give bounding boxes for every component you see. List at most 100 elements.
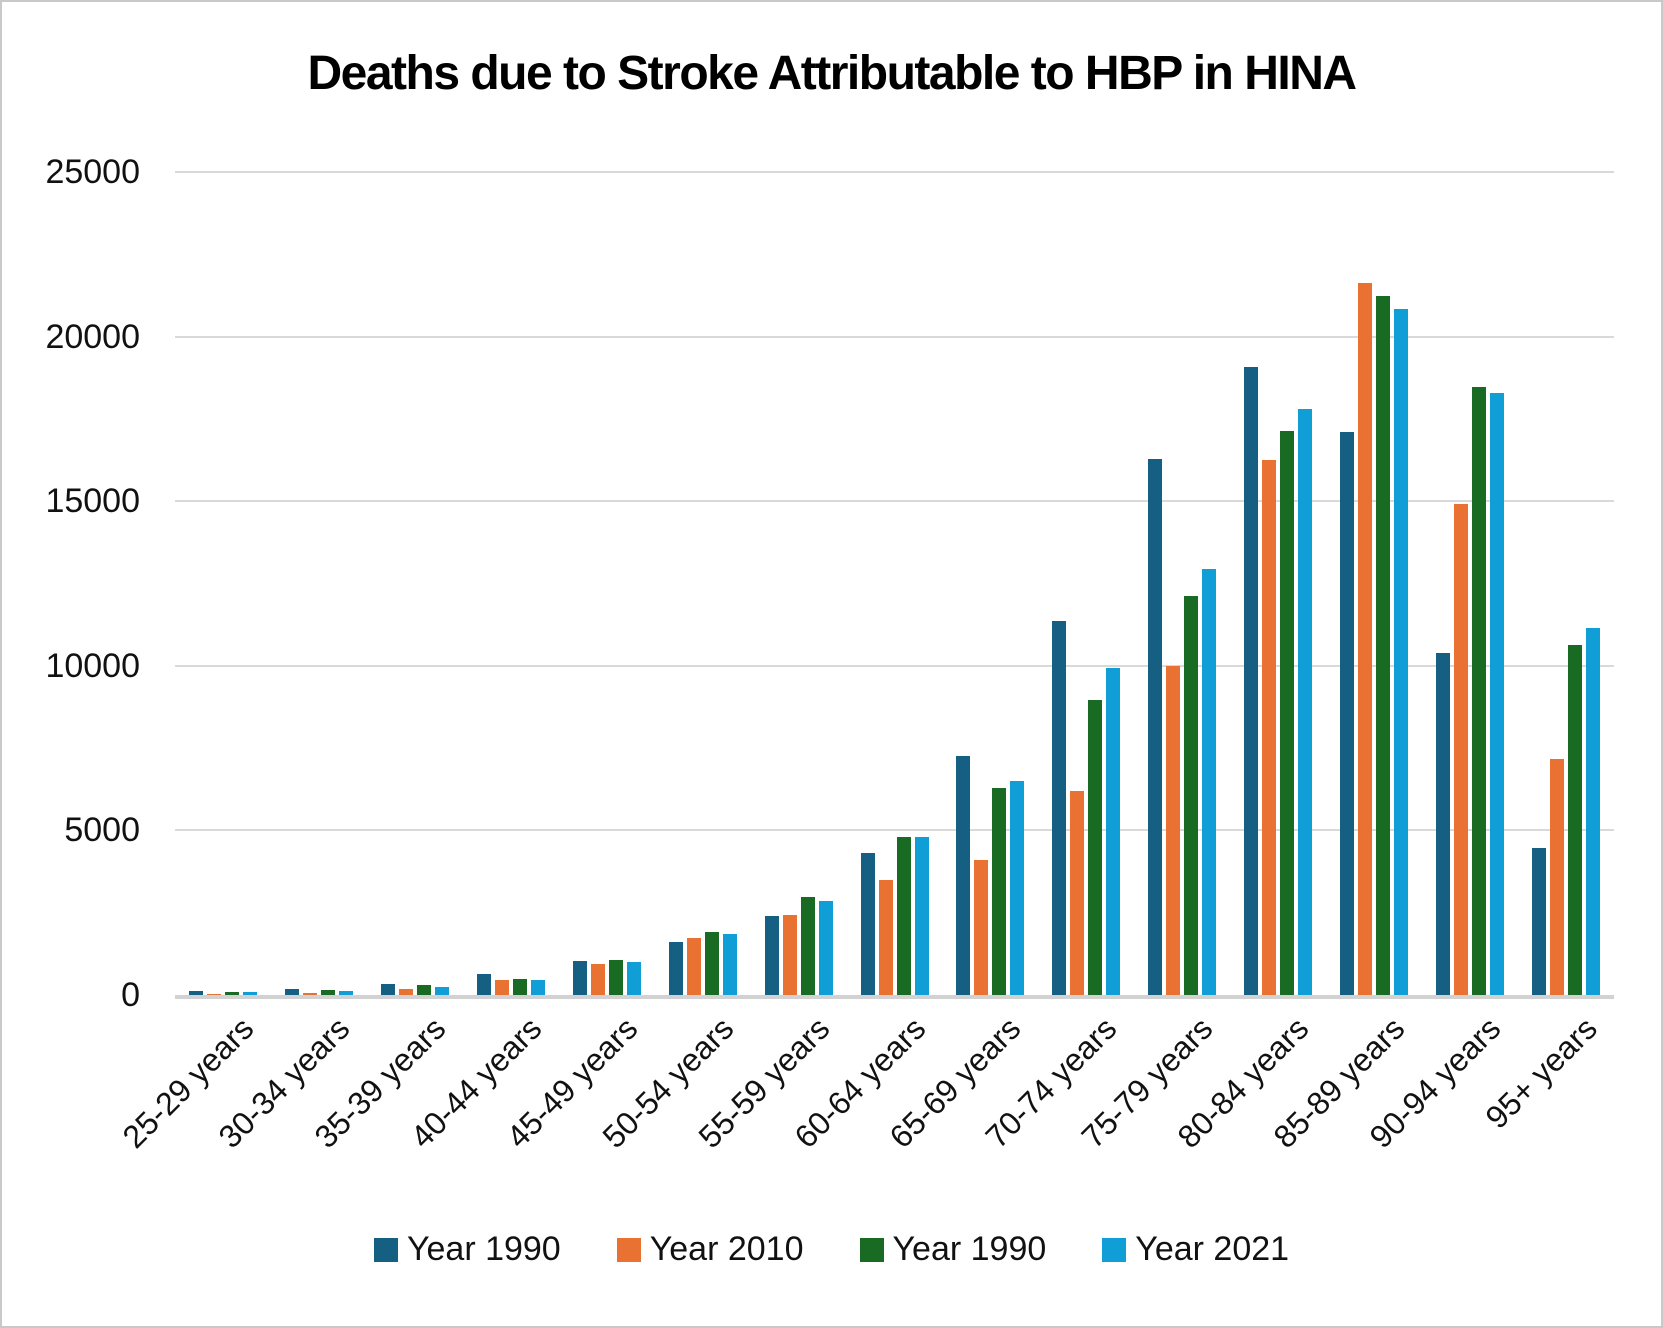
bar — [1052, 621, 1067, 995]
bar — [974, 859, 989, 995]
bar — [1106, 668, 1121, 995]
bar — [284, 989, 299, 995]
bar — [782, 915, 797, 995]
bar — [1490, 392, 1505, 995]
bar — [686, 937, 701, 995]
bar — [1280, 431, 1295, 995]
plot-area — [175, 171, 1614, 999]
legend-label: Year 1990 — [406, 1230, 561, 1268]
bar — [1298, 408, 1313, 995]
bar — [206, 993, 221, 995]
bar — [1568, 644, 1583, 995]
bar — [704, 932, 719, 995]
bar-group — [271, 172, 367, 995]
bar — [1586, 628, 1601, 995]
y-axis-tick-label: 0 — [121, 976, 140, 1014]
bar — [494, 980, 509, 995]
legend-swatch — [616, 1237, 641, 1262]
bar — [1070, 790, 1085, 995]
bar — [512, 979, 527, 995]
bar — [626, 962, 641, 995]
x-axis-line — [175, 995, 1614, 999]
chart-title: Deaths due to Stroke Attributable to HBP… — [307, 47, 1357, 100]
legend-item: Year 1990 — [859, 1230, 1047, 1269]
bar-group — [943, 172, 1039, 995]
bar — [1436, 652, 1451, 995]
bar-group — [1326, 172, 1422, 995]
bar — [800, 896, 815, 995]
bar — [476, 973, 491, 995]
bar — [1202, 569, 1217, 995]
bar — [1088, 699, 1103, 995]
bar — [1376, 296, 1391, 995]
bar — [224, 992, 239, 995]
bar — [1262, 460, 1277, 995]
bar — [1550, 759, 1565, 995]
bar-group — [1038, 172, 1134, 995]
bar-group — [175, 172, 271, 995]
bar — [1184, 596, 1199, 995]
legend-item: Year 1990 — [373, 1230, 561, 1269]
legend-label: Year 2010 — [649, 1230, 804, 1268]
bar-group — [1422, 172, 1518, 995]
bar — [1166, 666, 1181, 995]
bar — [590, 964, 605, 995]
bar — [416, 985, 431, 995]
bar-group — [559, 172, 655, 995]
legend-label: Year 2021 — [1135, 1230, 1290, 1268]
bar — [956, 755, 971, 995]
bar-group — [463, 172, 559, 995]
bar — [818, 901, 833, 995]
bar — [878, 879, 893, 995]
gridline — [175, 829, 1614, 832]
bar-group — [655, 172, 751, 995]
bar-group — [1518, 172, 1614, 995]
legend-swatch — [859, 1237, 884, 1262]
legend: Year 1990 Year 2010 Year 1990 Year 2021 — [2, 1230, 1661, 1269]
legend-swatch — [1102, 1237, 1127, 1262]
bar — [1148, 459, 1163, 995]
legend-label: Year 1990 — [892, 1230, 1047, 1268]
bar — [1358, 282, 1373, 995]
bar — [380, 983, 395, 995]
gridline — [175, 335, 1614, 338]
bar — [530, 979, 545, 995]
legend-item: Year 2010 — [616, 1230, 804, 1269]
bar — [398, 989, 413, 995]
gridline — [175, 171, 1614, 173]
bar-group — [367, 172, 463, 995]
bar — [860, 853, 875, 995]
gridline — [175, 664, 1614, 667]
bar — [1340, 432, 1355, 995]
bar — [764, 915, 779, 995]
bar — [914, 836, 929, 995]
bar — [1394, 308, 1409, 995]
bar-group — [751, 172, 847, 995]
bar-group — [847, 172, 943, 995]
y-axis-tick-label: 10000 — [45, 646, 140, 685]
bar-group — [1230, 172, 1326, 995]
bars-layer — [175, 172, 1614, 995]
y-axis-tick-label: 25000 — [45, 153, 140, 191]
bar — [608, 959, 623, 995]
bar — [320, 990, 335, 995]
bar — [1532, 848, 1547, 995]
bar — [1244, 366, 1259, 995]
bar — [992, 788, 1007, 995]
legend-item: Year 2021 — [1102, 1230, 1289, 1269]
bar — [572, 961, 587, 995]
bar — [242, 991, 257, 995]
bar — [338, 990, 353, 995]
bar — [1010, 781, 1025, 995]
y-axis-tick-label: 15000 — [45, 482, 140, 521]
bar — [722, 933, 737, 995]
y-axis-tick-label: 5000 — [64, 811, 140, 850]
bar — [1454, 503, 1469, 995]
bar — [1472, 386, 1487, 995]
bar — [896, 837, 911, 995]
bar — [434, 987, 449, 995]
legend-swatch — [373, 1237, 398, 1262]
bar-group — [1134, 172, 1230, 995]
bar — [668, 942, 683, 995]
